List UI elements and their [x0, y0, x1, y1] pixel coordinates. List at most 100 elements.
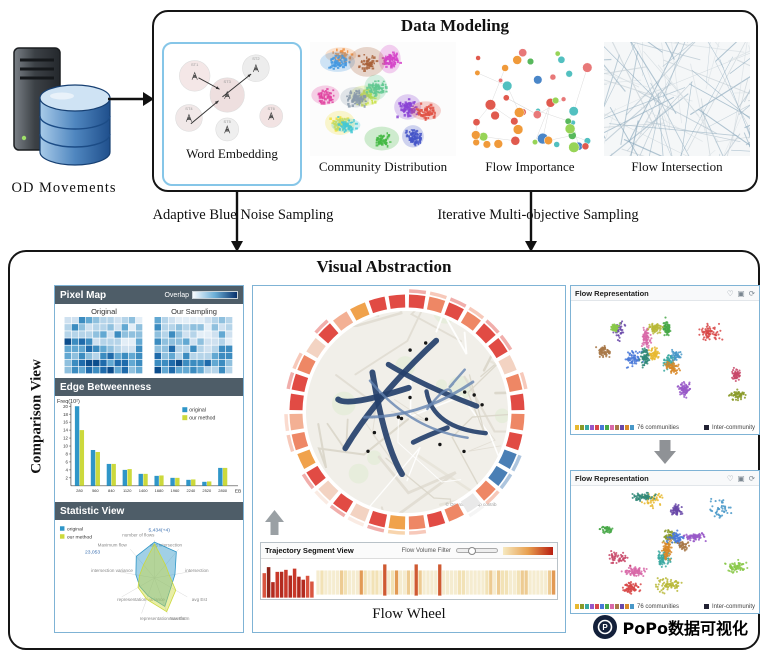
inter-community-swatch: [703, 604, 709, 609]
svg-text:5,434(+4): 5,434(+4): [149, 527, 171, 533]
flow-representation-header-2: Flow Representation ♡ ▣ ⟳: [571, 471, 759, 486]
flow-wheel-panel: © OpenStreetMap contrib Trajectory Segme…: [252, 285, 566, 633]
tsne-art-2: [598, 491, 749, 595]
pixel-map-header: Pixel Map Overlap: [55, 286, 243, 304]
flow-volume-filter-label: Flow Volume Filter: [401, 547, 451, 554]
svg-text:ST4: ST4: [185, 106, 193, 111]
svg-text:16: 16: [63, 420, 68, 425]
svg-text:representation variance: representation variance: [117, 597, 165, 602]
fit-view-icon: ▣: [737, 288, 745, 298]
flow-wheel-caption: Flow Wheel: [372, 606, 446, 622]
statistic-view-title: Statistic View: [60, 505, 125, 517]
svg-text:8: 8: [65, 452, 68, 457]
edge-betweenness-header: Edge Betweenness: [55, 378, 243, 396]
flow-volume-slider: [456, 547, 498, 555]
word-embedding-art: ST1 ST2 ST3 ST4 ST5 ST6: [175, 54, 283, 142]
community-colors-legend: [575, 425, 634, 430]
svg-text:P: P: [602, 623, 608, 632]
refresh-icon: ⟳: [748, 288, 755, 298]
comparison-view-label: Comparison View: [28, 359, 45, 474]
communities-count-label: 76 communities: [637, 603, 680, 610]
overlap-label: Overlap: [164, 291, 189, 299]
inter-community-label: Inter-community: [711, 424, 755, 431]
flow-importance-panel: Flow Importance: [464, 42, 596, 186]
svg-text:23,053: 23,053: [85, 550, 100, 556]
svg-text:representation transform: representation transform: [140, 616, 190, 621]
svg-text:Maximum flow: Maximum flow: [98, 542, 128, 547]
svg-text:18: 18: [63, 412, 68, 417]
community-distribution-panel: Community Distribution: [310, 42, 456, 186]
word-embedding-caption: Word Embedding: [186, 146, 278, 161]
pixel-grid-sampling-label: Our Sampling: [171, 307, 217, 316]
data-modeling-box: Data Modeling ST1 ST2 ST3 ST4 ST5 ST6 Word Em…: [152, 10, 758, 192]
svg-text:max Est: max Est: [169, 616, 186, 621]
svg-text:original: original: [189, 408, 206, 414]
svg-text:2: 2: [65, 475, 68, 480]
server-database-icon: [13, 47, 111, 166]
refresh-icon: ⟳: [748, 473, 755, 483]
svg-text:original: original: [67, 526, 83, 532]
svg-text:10: 10: [63, 444, 68, 449]
flow-importance-caption: Flow Importance: [485, 159, 575, 174]
svg-text:12: 12: [63, 436, 68, 441]
flow-importance-art: [464, 42, 596, 156]
svg-text:our method: our method: [189, 416, 215, 422]
svg-text:EB: EB: [235, 488, 242, 494]
svg-text:6: 6: [65, 460, 68, 465]
visual-abstraction-title: Visual Abstraction: [316, 257, 452, 276]
tsne-art-1: [595, 316, 747, 402]
watermark-text: PoPo数据可视化: [622, 619, 748, 638]
word-embedding-panel: ST1 ST2 ST3 ST4 ST5 ST6 Word Embedding: [162, 42, 302, 186]
iterative-sampling-label: Iterative Multi-objective Sampling: [437, 207, 639, 223]
watermark: P PoPo数据可视化: [592, 614, 748, 640]
flow-volume-gradient: [503, 546, 553, 555]
svg-text:ST3: ST3: [224, 79, 232, 84]
svg-text:840: 840: [108, 488, 115, 493]
svg-text:our method: our method: [67, 534, 92, 540]
svg-text:avg Est: avg Est: [192, 597, 208, 602]
svg-text:intersection: intersection: [185, 568, 209, 573]
edge-betweenness-title: Edge Betweenness: [60, 381, 152, 393]
od-source-label: OD Movements: [11, 180, 117, 196]
trajectory-view-title: Trajectory Segment View: [265, 546, 354, 555]
svg-text:ST2: ST2: [252, 56, 260, 61]
svg-text:280: 280: [76, 488, 83, 493]
visual-abstraction-box: Visual Abstraction Comparison View Pixel…: [8, 250, 760, 650]
overlap-gradient: [192, 291, 238, 299]
pixel-grid-sampling-art: [154, 317, 233, 374]
community-colors-legend: [575, 604, 634, 609]
svg-text:2520: 2520: [202, 488, 212, 493]
adaptive-sampling-arrow-icon: [231, 192, 243, 252]
flow-representation-title-2: Flow Representation: [575, 473, 649, 483]
svg-text:1400: 1400: [139, 488, 149, 493]
svg-text:1680: 1680: [155, 488, 165, 493]
pixel-map-grids: Original Our Sampling: [55, 304, 243, 378]
svg-text:2800: 2800: [218, 488, 228, 493]
svg-text:1120: 1120: [123, 488, 132, 493]
statistic-view-header: Statistic View: [55, 502, 243, 520]
favorite-icon: ♡: [726, 288, 734, 298]
pixel-grid-sampling: Our Sampling: [154, 307, 234, 375]
svg-text:560: 560: [92, 488, 99, 493]
slider-handle: [468, 547, 476, 555]
communities-count-label: 76 communities: [637, 424, 680, 431]
pixel-grid-original: Original: [64, 307, 144, 375]
pixel-grid-original-label: Original: [91, 307, 117, 316]
svg-text:ST6: ST6: [268, 106, 276, 111]
flow-representation-panel-1: Flow Representation ♡ ▣ ⟳ 76 communities…: [570, 285, 760, 435]
flow-representation-legend-1: 76 communities Inter-community: [571, 419, 759, 436]
trajectory-view-header: Trajectory Segment View Flow Volume Filt…: [261, 543, 557, 559]
svg-text:4: 4: [65, 467, 68, 472]
svg-text:20: 20: [63, 404, 68, 409]
up-arrow-icon: [265, 510, 284, 535]
svg-text:Freq(10²): Freq(10²): [57, 399, 80, 405]
community-distribution-art: [310, 42, 456, 156]
overlap-legend: Overlap: [164, 291, 238, 299]
source-to-modeling-arrow-icon: [108, 92, 154, 106]
svg-text:2240: 2240: [186, 488, 196, 493]
flow-representation-panel-2: Flow Representation ♡ ▣ ⟳ 76 communities…: [570, 470, 760, 614]
inter-community-swatch: [703, 425, 709, 430]
trajectory-heatmap-art: [261, 559, 557, 598]
